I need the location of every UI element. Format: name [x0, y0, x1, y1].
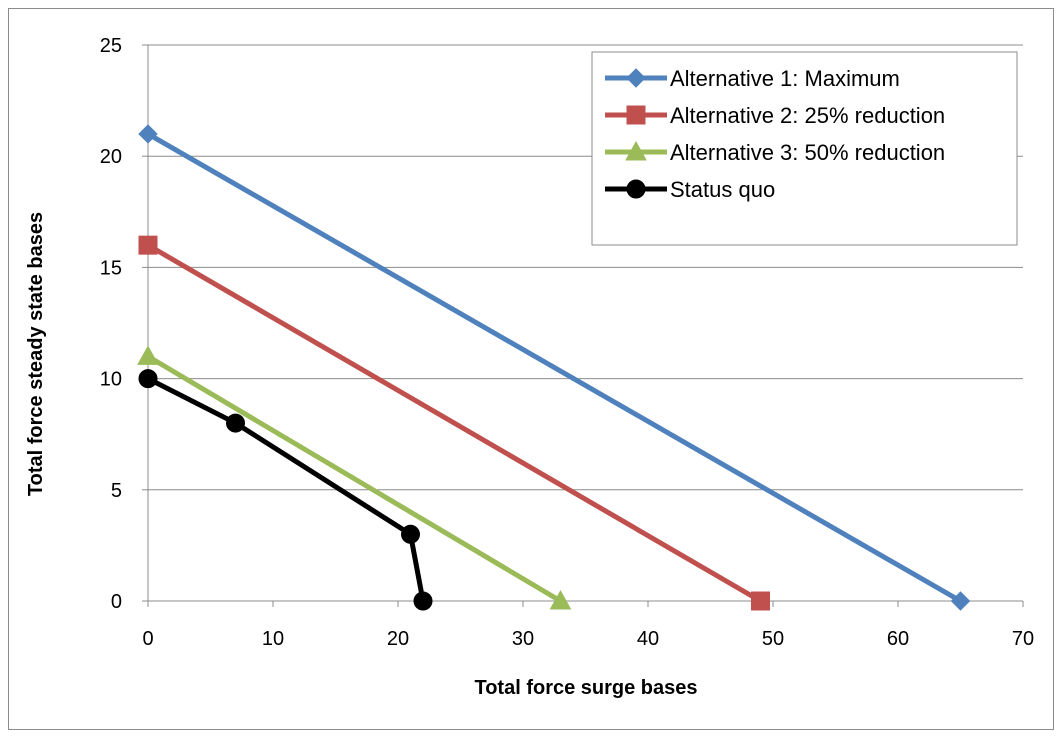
- y-tick-label: 25: [100, 35, 122, 57]
- legend-item: Alternative 1: Maximum: [605, 66, 900, 91]
- x-tick-label: 10: [262, 628, 284, 650]
- series-line: [146, 376, 426, 602]
- series: [137, 124, 971, 611]
- legend-box: [591, 51, 1018, 246]
- legend-item: Alternative 2: 25% reduction: [605, 103, 945, 128]
- x-tick-label: 60: [887, 628, 909, 650]
- series-line: [146, 242, 762, 604]
- series-line: [146, 354, 562, 604]
- legend-swatch-marker: [626, 105, 646, 125]
- y-tick-label: 15: [100, 257, 122, 279]
- data-point: [549, 589, 572, 610]
- y-axis-title: Total force steady state bases: [25, 212, 47, 496]
- data-point: [137, 345, 159, 365]
- legend-item: Status quo: [605, 177, 775, 202]
- y-tick-label: 5: [111, 480, 122, 502]
- x-tick-label: 0: [142, 628, 153, 650]
- x-tick-label: 20: [387, 628, 409, 650]
- x-axis-title: Total force surge bases: [474, 677, 697, 699]
- y-tick-label: 0: [111, 591, 122, 613]
- x-tick-label: 30: [512, 628, 534, 650]
- data-point: [138, 369, 158, 389]
- series-2: [138, 235, 770, 611]
- data-point: [401, 524, 420, 544]
- legend-label: Alternative 3: 50% reduction: [670, 140, 945, 165]
- data-point: [950, 591, 971, 611]
- y-tick-label: 20: [100, 146, 122, 168]
- series-line: [146, 131, 962, 604]
- data-point: [413, 591, 433, 611]
- x-tick-label: 50: [762, 628, 784, 650]
- legend-label: Status quo: [670, 177, 775, 202]
- x-tick-label: 70: [1012, 628, 1034, 650]
- legend-swatch-marker: [625, 140, 647, 161]
- series-1: [138, 124, 971, 611]
- legend-item: Alternative 3: 50% reduction: [605, 140, 945, 165]
- data-point: [138, 235, 158, 255]
- legend-swatch-marker: [626, 179, 646, 199]
- y-tick-label: 10: [100, 369, 122, 391]
- gridlines: [148, 44, 1023, 491]
- data-point: [751, 591, 770, 611]
- data-point: [138, 124, 158, 144]
- legend: Alternative 1: Maximum Alternative 2: 25%…: [591, 51, 1018, 246]
- series-4: [138, 369, 433, 611]
- legend-swatch-marker: [626, 68, 646, 88]
- legend-label: Alternative 1: Maximum: [670, 66, 900, 91]
- tick-labels: 0 5 10 15 20 25 0 10 20 30 40 50 60 70: [100, 35, 1034, 650]
- legend-label: Alternative 2: 25% reduction: [670, 103, 945, 128]
- data-point: [226, 413, 245, 433]
- series-3: [137, 345, 572, 610]
- x-tick-label: 40: [637, 628, 659, 650]
